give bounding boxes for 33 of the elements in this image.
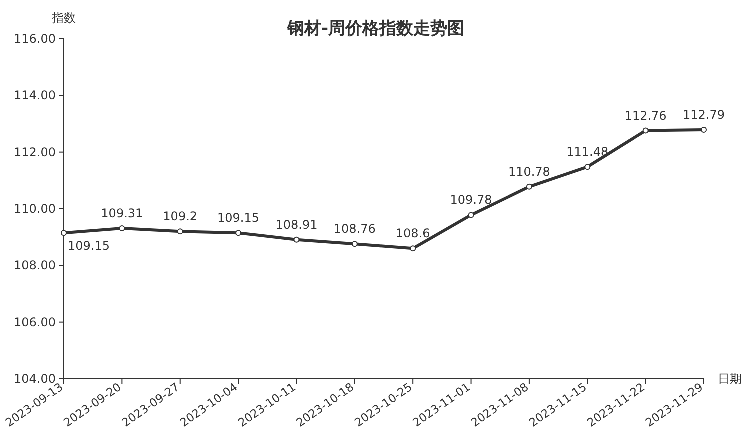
y-axis-title: 指数 <box>51 11 76 25</box>
y-tick-label: 112.00 <box>14 145 56 160</box>
point <box>584 164 591 170</box>
data-label: 112.76 <box>624 108 667 123</box>
point <box>410 246 416 252</box>
point <box>119 226 126 232</box>
data-label: 109.31 <box>101 206 144 221</box>
data-label: 108.91 <box>276 218 318 232</box>
point <box>352 241 358 248</box>
data-label: 110.78 <box>508 164 550 179</box>
data-label: 109.78 <box>450 193 492 208</box>
point <box>294 236 300 243</box>
y-tick-label: 104.00 <box>14 372 56 386</box>
y-tick-label: 114.00 <box>14 88 56 103</box>
y-tick-label: 116.00 <box>14 32 56 46</box>
point <box>61 230 67 236</box>
chart-title: 钢材-周价格指数走势图 <box>286 19 465 39</box>
point <box>468 212 474 218</box>
data-label: 112.79 <box>683 108 725 122</box>
point <box>701 126 707 133</box>
point <box>642 128 649 134</box>
point <box>236 230 242 236</box>
y-tick-label: 110.00 <box>14 202 56 216</box>
data-label: 108.6 <box>396 226 430 241</box>
data-label: 109.15 <box>218 211 260 226</box>
data-label: 108.76 <box>334 222 376 236</box>
data-label: 109.15 <box>68 239 110 254</box>
point <box>177 228 184 235</box>
data-label: 109.2 <box>163 210 198 224</box>
point <box>526 184 532 190</box>
y-tick-label: 108.00 <box>14 258 56 273</box>
x-axis-title: 日期 <box>718 372 742 386</box>
y-tick-label: 106.00 <box>14 315 56 330</box>
